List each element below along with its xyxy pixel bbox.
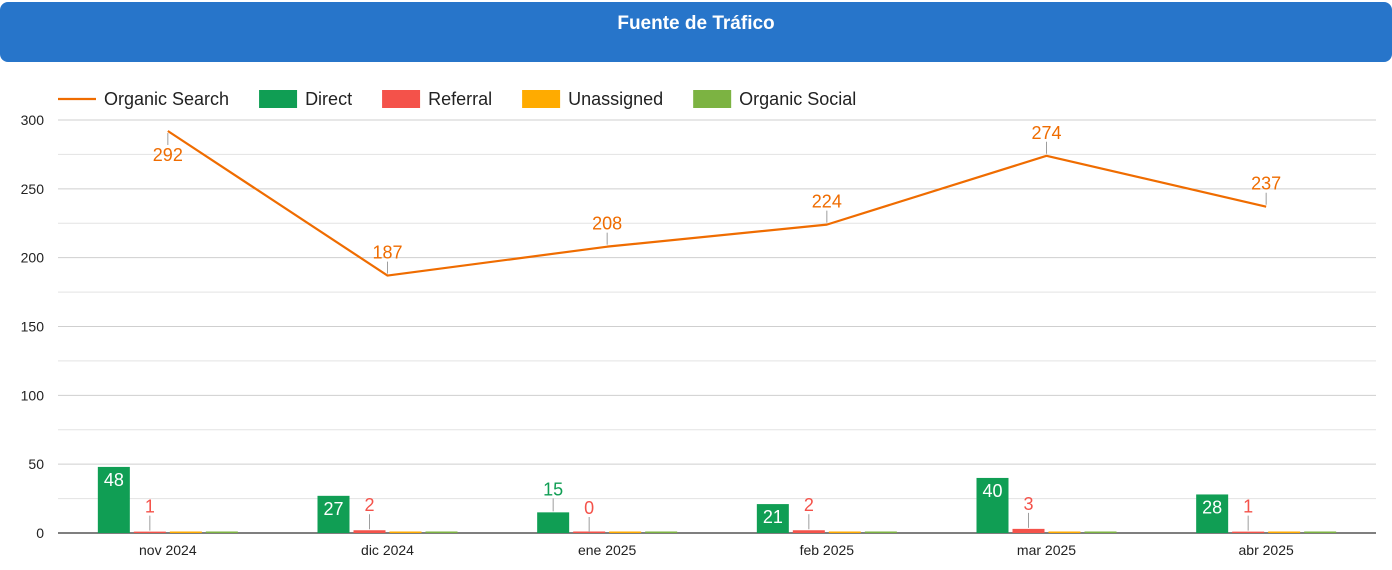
line-organic-search bbox=[167, 130, 1267, 277]
bar-unassigned bbox=[389, 531, 422, 533]
y-tick-label: 250 bbox=[21, 181, 45, 197]
bar-direct bbox=[537, 512, 570, 533]
bar-unassigned bbox=[609, 531, 642, 533]
y-tick-label: 50 bbox=[28, 456, 44, 472]
bar-referral bbox=[353, 530, 386, 533]
y-tick-label: 150 bbox=[21, 319, 45, 335]
x-tick-label: ene 2025 bbox=[578, 542, 637, 558]
bar-referral bbox=[133, 531, 166, 533]
x-tick-label: dic 2024 bbox=[361, 542, 414, 558]
data-label-direct: 48 bbox=[104, 470, 124, 490]
bar-organic-social bbox=[205, 531, 238, 533]
legend-label: Organic Search bbox=[104, 89, 229, 109]
bar-direct bbox=[976, 477, 1009, 533]
bar-referral bbox=[573, 531, 606, 533]
legend-label: Referral bbox=[428, 89, 492, 109]
data-label-direct: 40 bbox=[982, 481, 1002, 501]
data-label-organic-search: 237 bbox=[1251, 174, 1281, 194]
data-label-direct: 27 bbox=[323, 499, 343, 519]
legend-label: Unassigned bbox=[568, 89, 663, 109]
legend-swatch bbox=[693, 90, 732, 108]
bar-referral bbox=[792, 530, 825, 533]
bar-unassigned bbox=[1268, 531, 1301, 533]
data-label-organic-search: 187 bbox=[372, 243, 402, 263]
legend-swatch bbox=[259, 90, 298, 108]
bar-organic-social bbox=[425, 531, 458, 533]
chart-header: Fuente de Tráfico bbox=[0, 2, 1392, 62]
data-label-organic-search: 208 bbox=[592, 214, 622, 234]
bar-unassigned bbox=[1048, 531, 1081, 533]
x-tick-label: nov 2024 bbox=[139, 542, 197, 558]
bar-organic-social bbox=[1084, 531, 1117, 533]
data-label-referral: 2 bbox=[804, 495, 814, 515]
legend-swatch bbox=[382, 90, 421, 108]
y-tick-label: 0 bbox=[36, 525, 44, 541]
data-label-direct: 28 bbox=[1202, 497, 1222, 517]
chart-title: Fuente de Tráfico bbox=[617, 13, 775, 34]
x-tick-label: abr 2025 bbox=[1239, 542, 1294, 558]
data-label-referral: 3 bbox=[1023, 494, 1033, 514]
bar-direct bbox=[317, 495, 350, 533]
data-label-referral: 2 bbox=[364, 495, 374, 515]
bar-direct bbox=[756, 504, 789, 533]
bar-organic-social bbox=[1304, 531, 1337, 533]
data-label-organic-search: 224 bbox=[812, 192, 842, 212]
y-tick-label: 300 bbox=[21, 112, 45, 128]
x-tick-label: mar 2025 bbox=[1017, 542, 1076, 558]
y-tick-label: 100 bbox=[21, 387, 45, 403]
legend-label: Organic Social bbox=[739, 89, 856, 109]
bar-direct bbox=[97, 466, 130, 533]
x-tick-label: feb 2025 bbox=[800, 542, 855, 558]
data-label-referral: 0 bbox=[584, 498, 594, 518]
bar-referral bbox=[1012, 528, 1045, 533]
legend-label: Direct bbox=[305, 89, 352, 109]
legend-swatch bbox=[522, 90, 561, 108]
bar-organic-social bbox=[864, 531, 897, 533]
data-label-direct: 21 bbox=[763, 507, 783, 527]
bar-referral bbox=[1232, 531, 1265, 533]
bar-unassigned bbox=[828, 531, 861, 533]
y-tick-label: 200 bbox=[21, 250, 45, 266]
data-label-organic-search: 292 bbox=[153, 145, 183, 165]
bar-unassigned bbox=[169, 531, 202, 533]
data-label-direct: 15 bbox=[543, 479, 563, 499]
data-label-referral: 1 bbox=[145, 497, 155, 517]
data-label-organic-search: 274 bbox=[1031, 123, 1061, 143]
bar-organic-social bbox=[645, 531, 678, 533]
data-label-referral: 1 bbox=[1243, 497, 1253, 517]
bar-direct bbox=[1196, 494, 1229, 533]
